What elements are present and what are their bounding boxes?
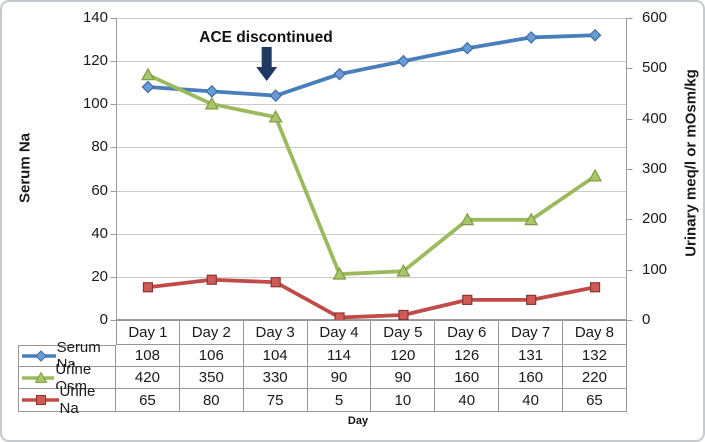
right-axis-tick-label: 0: [642, 311, 651, 328]
right-axis-tick-label: 200: [642, 210, 668, 228]
urine-na-legend-marker-icon: [22, 395, 59, 405]
serum-na-legend-marker-icon: [22, 350, 56, 362]
value-cell: 90: [371, 367, 436, 389]
value-cell: 104: [243, 345, 308, 367]
urine-osm-marker: [332, 266, 347, 280]
plot-area: [110, 18, 633, 323]
value-cell: 5: [307, 389, 372, 412]
urine-na-marker: [589, 282, 601, 293]
left-axis-tick-label: 0: [99, 311, 108, 328]
urine-osm-legend-marker-icon: [22, 370, 55, 383]
serum-na-line: [146, 33, 597, 98]
value-cell: 126: [435, 345, 500, 367]
serum-na-marker: [269, 89, 283, 103]
value-cell: 75: [243, 389, 308, 412]
urine-osm-marker: [204, 96, 219, 110]
right-axis-title: Urinary meq/l or mOsm/kg: [682, 69, 700, 257]
serum-na-marker: [524, 31, 538, 44]
value-cell: 420: [116, 367, 180, 389]
value-cell: 108: [116, 345, 180, 367]
urine-na-marker: [398, 309, 409, 321]
right-axis-tick-label: 500: [642, 59, 668, 77]
value-cell: 90: [307, 367, 372, 389]
urine-osm-marker: [460, 212, 475, 226]
serum-na-marker: [460, 41, 474, 55]
value-cell: 120: [371, 345, 436, 367]
left-axis-tick-label: 120: [82, 52, 108, 70]
urine-na-marker: [142, 282, 154, 293]
value-cell: 65: [116, 389, 180, 412]
value-cell: 65: [563, 389, 627, 412]
left-axis-tick-label: 140: [82, 9, 108, 26]
value-cell: 220: [563, 367, 627, 389]
left-axis-tick-label: 100: [82, 95, 108, 113]
urine-osm-marker: [268, 109, 283, 123]
value-cell: 132: [563, 345, 627, 367]
serum-na-marker: [205, 84, 219, 98]
urine-osm-line: [146, 72, 597, 277]
day-header-cell: Day 5: [371, 320, 436, 345]
right-axis-tick-label: 600: [642, 9, 668, 26]
value-cell: 40: [499, 389, 564, 412]
urine-na-marker: [526, 294, 537, 305]
value-cell: 350: [179, 367, 244, 389]
value-cell: 106: [179, 345, 244, 367]
right-axis-tick-label: 300: [642, 160, 668, 177]
day-header-cell: Day 7: [499, 320, 564, 345]
serum-na-marker: [588, 28, 602, 42]
day-header-cell: Day 3: [243, 320, 308, 345]
serum-na-marker: [141, 80, 155, 94]
data-table: Day 1 Day 2 Day 3 Day 4 Day 5 Day 6 Day 7 Day 8…: [18, 320, 627, 417]
urine-osm-marker: [140, 67, 155, 81]
urine-na-marker: [270, 277, 281, 288]
urine-osm-marker: [524, 212, 539, 226]
value-cell: 160: [499, 367, 564, 389]
urine-na-line: [146, 277, 597, 320]
annotation-label: ACE discontinued: [199, 29, 333, 46]
value-cell: 330: [243, 367, 308, 389]
day-header-cell: Day 8: [563, 320, 627, 345]
day-header-cell: Day 4: [307, 320, 372, 345]
series-label: Urine Na: [59, 383, 96, 417]
x-axis-title: Day: [347, 415, 369, 427]
urine-na-marker: [206, 274, 217, 285]
left-axis-tick-label: 60: [91, 181, 108, 199]
value-cell: 10: [371, 389, 436, 412]
right-axis-tick-label: 100: [642, 260, 668, 278]
value-cell: 40: [435, 389, 500, 412]
serum-na-marker: [397, 54, 410, 68]
value-cell: 160: [435, 367, 500, 389]
value-cell: 80: [179, 389, 244, 412]
down-arrow-icon: [256, 47, 278, 81]
urine-na-marker: [462, 294, 473, 305]
left-axis-tick-label: 40: [91, 224, 108, 242]
left-axis-tick-label: 80: [91, 138, 108, 156]
value-cell: 114: [307, 345, 372, 367]
value-cell: 131: [499, 345, 564, 367]
day-header-cell: Day 6: [435, 320, 500, 345]
left-axis-tick-label: 20: [91, 267, 108, 285]
legend-cell-urine-na: Urine Na: [18, 383, 116, 417]
serum-na-marker: [333, 67, 346, 81]
urine-osm-marker: [396, 263, 411, 277]
right-axis-tick-label: 400: [642, 109, 668, 127]
urine-osm-marker: [588, 168, 603, 182]
left-axis-title: Serum Na: [16, 132, 34, 204]
day-header-cell: Day 1: [116, 320, 180, 345]
legend-cell-serum-na: Serum Na: [18, 339, 116, 373]
day-header-cell: Day 2: [179, 320, 244, 345]
